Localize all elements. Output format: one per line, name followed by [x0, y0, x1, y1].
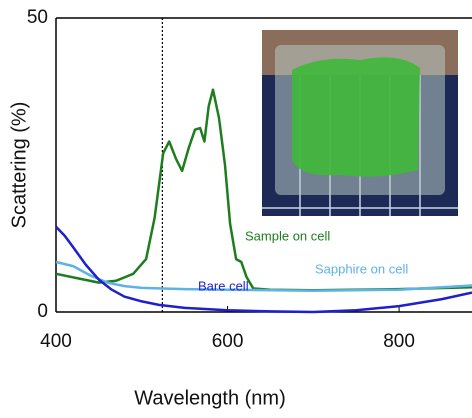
y-tick-label: 50 — [27, 7, 48, 28]
x-axis-title: Wavelength (nm) — [134, 387, 286, 409]
series-label: Sample on cell — [245, 228, 330, 243]
series-label: Bare cell — [198, 278, 249, 293]
x-tick-label: 800 — [383, 331, 415, 352]
series-line — [55, 260, 472, 293]
inset-photo — [262, 30, 458, 216]
y-tick-label: 0 — [37, 301, 48, 322]
x-tick-label: 600 — [212, 331, 244, 352]
y-axis-title: Scattering (%) — [8, 102, 30, 229]
x-tick-label: 400 — [40, 331, 72, 352]
series-line — [55, 225, 472, 314]
series-label: Sapphire on cell — [315, 261, 408, 276]
series-line — [55, 88, 472, 292]
